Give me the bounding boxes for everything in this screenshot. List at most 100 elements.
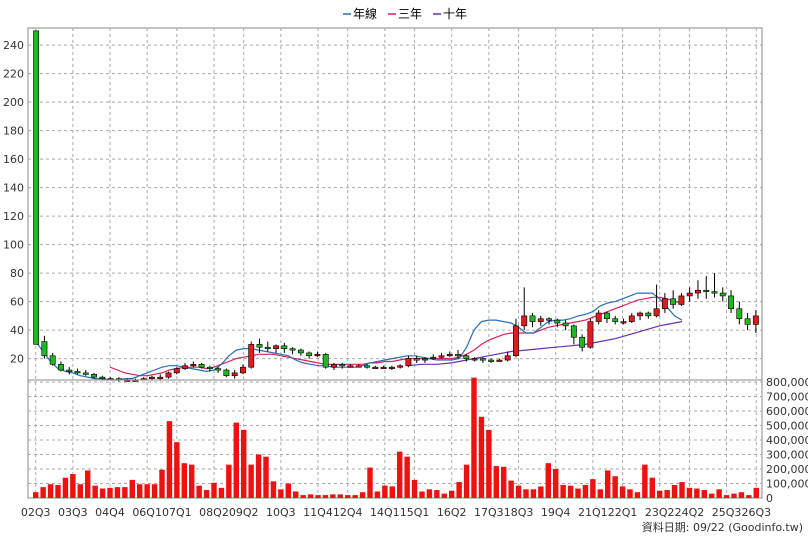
candle-body (422, 358, 428, 361)
x-tick-label: 16Q2 (437, 506, 467, 519)
candle-body (504, 355, 511, 361)
volume-bar (367, 467, 373, 498)
volume-bar (337, 494, 343, 498)
volume-bar (605, 470, 611, 498)
x-tick-label: 03Q3 (58, 506, 88, 519)
candle-body (744, 318, 751, 325)
candle-body (488, 359, 495, 362)
candle-body (405, 358, 412, 367)
candle-body (496, 359, 503, 362)
volume-bar (144, 484, 150, 498)
volume-bar (649, 477, 655, 498)
volume-bar (226, 464, 232, 498)
candle-body (463, 355, 470, 359)
x-tick-label: 14Q1 (370, 506, 400, 519)
candle-body (58, 364, 64, 371)
volume-bar (382, 485, 388, 498)
volume-bar (567, 485, 574, 498)
volume-bar (523, 489, 529, 498)
volume-bar (545, 463, 551, 498)
candle-body (289, 348, 296, 351)
volume-bar (434, 490, 440, 498)
candle-body (479, 358, 486, 361)
volume-bar (426, 489, 433, 498)
volume-bar (530, 489, 537, 498)
candle-body (364, 365, 370, 368)
volume-bar (657, 490, 663, 498)
volume-bar (449, 490, 455, 498)
x-axis-ticks: 02Q3 03Q3 04Q4 06Q1 07Q1 08Q2 09Q2 10Q3 11Q4 12Q4… (21, 506, 771, 519)
x-tick-label: 10Q3 (266, 506, 296, 519)
volume-bar (218, 487, 225, 498)
candle-body (215, 368, 222, 371)
candle-body (157, 376, 164, 379)
candle-body (240, 366, 246, 374)
volume-bar (352, 495, 358, 498)
volume-bar (99, 488, 106, 498)
volume-bar (300, 495, 306, 498)
candle-body (554, 319, 561, 324)
volume-bar (70, 474, 76, 498)
candle-body (380, 366, 387, 369)
candle-body (653, 308, 660, 317)
candle-body (628, 315, 635, 322)
candle-body (397, 365, 404, 368)
candle-body (529, 315, 536, 322)
volume-bar (33, 492, 39, 498)
volume-bar (619, 486, 626, 498)
price-tick-label: 60 (10, 296, 24, 309)
candle-body (41, 341, 48, 357)
volume-bar (345, 495, 351, 498)
candle-body (339, 364, 346, 367)
volume-bar (270, 481, 277, 498)
volume-bar (285, 483, 291, 498)
volume-bar (486, 429, 492, 498)
price-tick-label: 220 (3, 68, 24, 81)
volume-bar (85, 470, 91, 498)
volume-bar (47, 484, 54, 498)
legend-label-10y: 十年 (443, 7, 467, 21)
volume-bar (463, 464, 470, 498)
volume-bars (33, 377, 759, 498)
candle-body (413, 358, 420, 361)
volume-bar (330, 494, 336, 498)
candle-body (248, 344, 255, 368)
candle-body (736, 308, 743, 320)
x-tick-label: 18Q3 (504, 506, 534, 519)
volume-bar (590, 479, 596, 498)
x-tick-label: 04Q4 (95, 506, 125, 519)
volume-bar (471, 377, 477, 498)
data-date-credit: 資料日期: 09/22 (Goodinfo.tw) (642, 520, 803, 534)
ma-3y-line (109, 296, 683, 377)
candle-body (281, 345, 288, 349)
price-tick-label: 160 (3, 153, 24, 166)
volume-tick-label: 800,000 (766, 376, 808, 389)
candle-body (74, 371, 81, 374)
candle-body (66, 369, 73, 372)
candle-body (256, 344, 263, 348)
x-tick-label: 25Q3 (712, 506, 742, 519)
legend: 年線 三年 十年 (343, 6, 467, 21)
candle-body (331, 364, 337, 368)
volume-bar (315, 495, 321, 498)
volume-bar (322, 495, 329, 498)
volume-bar (181, 463, 187, 498)
volume-bar (694, 488, 700, 498)
price-tick-label: 140 (3, 182, 24, 195)
candle-body (182, 365, 188, 369)
volume-bar (40, 487, 46, 498)
candle-body (82, 372, 89, 375)
candle-body (537, 318, 544, 322)
candle-body (231, 372, 238, 377)
candle-body (198, 364, 205, 368)
volume-tick-label: 200,000 (766, 463, 808, 476)
price-tick-label: 20 (10, 353, 24, 366)
price-tick-label: 40 (10, 324, 24, 337)
candle-body (546, 318, 552, 321)
volume-bar (411, 479, 418, 498)
candle-body (264, 346, 271, 350)
volume-tick-label: 100,000 (766, 478, 808, 491)
